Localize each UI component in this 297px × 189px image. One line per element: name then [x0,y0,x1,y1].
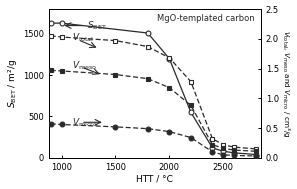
Text: MgO-templated carbon: MgO-templated carbon [157,14,255,22]
X-axis label: HTT / °C: HTT / °C [136,174,173,184]
Text: $S_\mathrm{BET}$: $S_\mathrm{BET}$ [87,19,107,32]
Y-axis label: $V_\mathrm{total}$, $V_\mathrm{meso}$ and $V_\mathrm{micro}$ / cm³/g: $V_\mathrm{total}$, $V_\mathrm{meso}$ an… [280,30,291,137]
Text: $V_\mathrm{micro}$: $V_\mathrm{micro}$ [72,116,98,129]
Text: $V_\mathrm{total}$: $V_\mathrm{total}$ [72,32,94,44]
Text: $V_\mathrm{meso}$: $V_\mathrm{meso}$ [72,59,97,72]
Y-axis label: $S_\mathrm{BET}$ / m²/g: $S_\mathrm{BET}$ / m²/g [6,59,18,108]
